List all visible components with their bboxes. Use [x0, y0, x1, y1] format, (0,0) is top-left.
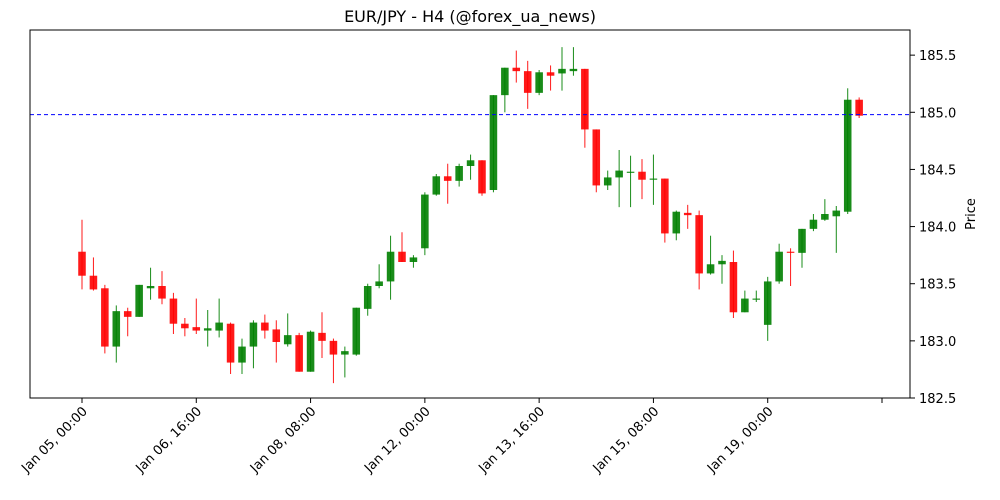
candle-body	[398, 251, 406, 262]
x-tick-label: Jan 15, 08:00	[590, 404, 662, 476]
x-tick-label: Jan 19, 00:00	[704, 404, 776, 476]
candle-body	[135, 284, 143, 317]
y-tick-label: 184.5	[919, 163, 956, 178]
candle-body	[375, 281, 383, 286]
candle-body	[649, 178, 658, 180]
candle-body	[718, 260, 726, 265]
candle-body	[672, 211, 681, 234]
x-tick-label: Jan 13, 16:00	[476, 404, 548, 476]
candle-body	[558, 68, 566, 74]
candle-body	[158, 286, 166, 299]
candle-body	[569, 68, 578, 72]
candle-body	[581, 68, 589, 130]
candle-body	[146, 286, 155, 289]
candle-body	[489, 95, 498, 190]
candle-body	[615, 170, 623, 178]
candle-body	[786, 251, 795, 253]
candle-body	[752, 298, 761, 300]
candle-body	[695, 215, 703, 274]
x-tick-label: Jan 08, 08:00	[247, 404, 319, 476]
candle-body	[523, 71, 532, 93]
candle-body	[363, 286, 372, 309]
candle-body	[592, 129, 601, 186]
candle-body	[763, 281, 772, 325]
y-tick-label: 182.5	[919, 392, 956, 407]
candle-body	[661, 178, 669, 234]
candle-body	[535, 72, 543, 93]
candle-body	[843, 99, 852, 212]
chart-title: EUR/JPY - H4 (@forex_ua_news)	[344, 7, 596, 27]
y-axis-label: Price	[964, 198, 979, 230]
candle-body	[741, 298, 749, 313]
candle-body	[546, 72, 555, 76]
candle-body	[638, 171, 646, 180]
candle-body	[443, 176, 452, 181]
y-tick-label: 184.0	[919, 221, 956, 236]
candle-body	[295, 335, 303, 372]
candle-body	[821, 214, 829, 220]
candle-body	[603, 177, 612, 186]
candle-body	[306, 331, 315, 372]
candle-body	[261, 322, 269, 331]
candle-body	[283, 335, 292, 345]
y-tick-label: 183.5	[919, 278, 956, 293]
candle-body	[192, 327, 201, 331]
candle-body	[512, 67, 521, 72]
candle-body	[318, 332, 326, 341]
candle-body	[89, 275, 98, 290]
candle-body	[272, 329, 281, 342]
candle-body	[432, 176, 441, 195]
candle-body	[775, 251, 783, 282]
candle-body	[181, 323, 189, 329]
candle-body	[421, 194, 429, 249]
candle-body	[626, 171, 635, 173]
candle-body	[169, 298, 178, 324]
plot-frame	[29, 29, 911, 399]
candle-body	[683, 212, 692, 216]
x-tick-label: Jan 06, 16:00	[133, 404, 205, 476]
candle-body	[215, 322, 223, 331]
y-tick-label: 185.5	[919, 49, 956, 64]
candle-body	[341, 351, 349, 355]
candle-body	[238, 346, 246, 363]
candle-body	[729, 262, 738, 313]
candle-body	[78, 251, 86, 276]
candle-body	[123, 311, 132, 317]
candle-body	[478, 160, 486, 194]
candle-body	[329, 340, 338, 355]
candle-body	[706, 264, 715, 274]
candle-body	[112, 311, 121, 347]
candle-body	[466, 160, 475, 166]
candle-body	[501, 67, 509, 96]
candle-body	[809, 219, 818, 229]
candle-body	[855, 99, 863, 116]
candle-body	[386, 251, 395, 282]
candle-body	[455, 166, 463, 181]
y-tick-label: 185.0	[919, 106, 956, 121]
candle-body	[832, 210, 841, 217]
candle-body	[203, 328, 212, 331]
candle-body	[409, 257, 418, 262]
candle-body	[101, 288, 109, 347]
x-tick-label: Jan 05, 00:00	[18, 404, 90, 476]
y-tick-label: 183.0	[919, 335, 956, 350]
candle-body	[226, 323, 235, 363]
candle-body	[249, 322, 258, 347]
candle-body	[798, 228, 806, 253]
x-tick-label: Jan 12, 00:00	[361, 404, 433, 476]
candle-body	[352, 307, 361, 355]
